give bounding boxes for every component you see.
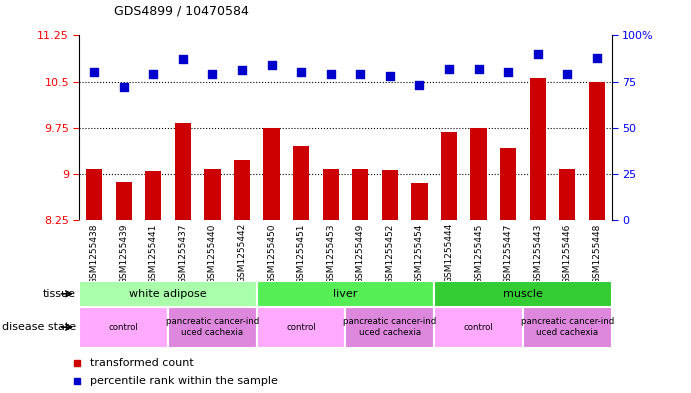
Point [148,71,159,77]
Bar [471,129,486,220]
Point [473,66,484,72]
Point [444,66,455,72]
Point [502,69,513,75]
Text: pancreatic cancer-ind
uced cachexia: pancreatic cancer-ind uced cachexia [520,318,614,337]
Text: GSM1255440: GSM1255440 [208,223,217,283]
Bar [559,169,576,220]
Bar [257,281,434,307]
Text: GSM1255444: GSM1255444 [444,223,453,283]
Bar [115,182,132,220]
Point [384,73,395,79]
Bar [145,171,162,220]
Text: pancreatic cancer-ind
uced cachexia: pancreatic cancer-ind uced cachexia [343,318,437,337]
Text: disease state: disease state [2,322,76,332]
Text: GSM1255443: GSM1255443 [533,223,542,283]
Text: GSM1255449: GSM1255449 [356,223,365,283]
Bar [293,146,310,220]
Text: transformed count: transformed count [91,358,194,368]
Text: GSM1255446: GSM1255446 [562,223,571,283]
Point [414,82,425,88]
Text: control: control [109,323,139,332]
Point [354,71,366,77]
Text: GSM1255447: GSM1255447 [504,223,513,283]
Bar [79,307,168,348]
Text: GSM1255442: GSM1255442 [238,223,247,283]
Bar [175,123,191,220]
Bar [441,132,457,220]
Bar [523,307,612,348]
Text: muscle: muscle [503,289,543,299]
Bar [411,183,428,220]
Text: GDS4899 / 10470584: GDS4899 / 10470584 [114,5,249,18]
Point [207,71,218,77]
Bar [381,170,398,220]
Text: white adipose: white adipose [129,289,207,299]
Bar [205,169,220,220]
Text: GSM1255448: GSM1255448 [592,223,601,283]
Text: GSM1255445: GSM1255445 [474,223,483,283]
Text: control: control [286,323,316,332]
Text: GSM1255451: GSM1255451 [296,223,305,284]
Bar [589,82,605,220]
Point [296,69,307,75]
Text: GSM1255453: GSM1255453 [326,223,335,284]
Bar [346,307,434,348]
Point [118,84,129,90]
Text: GSM1255452: GSM1255452 [386,223,395,283]
Text: percentile rank within the sample: percentile rank within the sample [91,376,278,386]
Bar [234,160,250,220]
Text: liver: liver [333,289,358,299]
Point [591,54,603,61]
Text: pancreatic cancer-ind
uced cachexia: pancreatic cancer-ind uced cachexia [166,318,259,337]
Point [325,71,337,77]
Text: tissue: tissue [43,289,76,299]
Point [532,51,543,57]
Text: GSM1255450: GSM1255450 [267,223,276,284]
Bar [352,169,368,220]
Text: GSM1255437: GSM1255437 [178,223,187,284]
Bar [434,281,612,307]
Text: GSM1255439: GSM1255439 [120,223,129,284]
Bar [434,307,523,348]
Point [562,71,573,77]
Point [88,69,100,75]
Bar [79,281,257,307]
Bar [86,169,102,220]
Bar [263,128,280,220]
Bar [168,307,257,348]
Text: GSM1255441: GSM1255441 [149,223,158,283]
Bar [257,307,346,348]
Bar [529,78,546,220]
Point [178,56,189,62]
Bar [323,169,339,220]
Text: control: control [464,323,493,332]
Point [266,62,277,68]
Text: GSM1255454: GSM1255454 [415,223,424,283]
Text: GSM1255438: GSM1255438 [90,223,99,284]
Point [236,67,247,73]
Bar [500,148,516,220]
